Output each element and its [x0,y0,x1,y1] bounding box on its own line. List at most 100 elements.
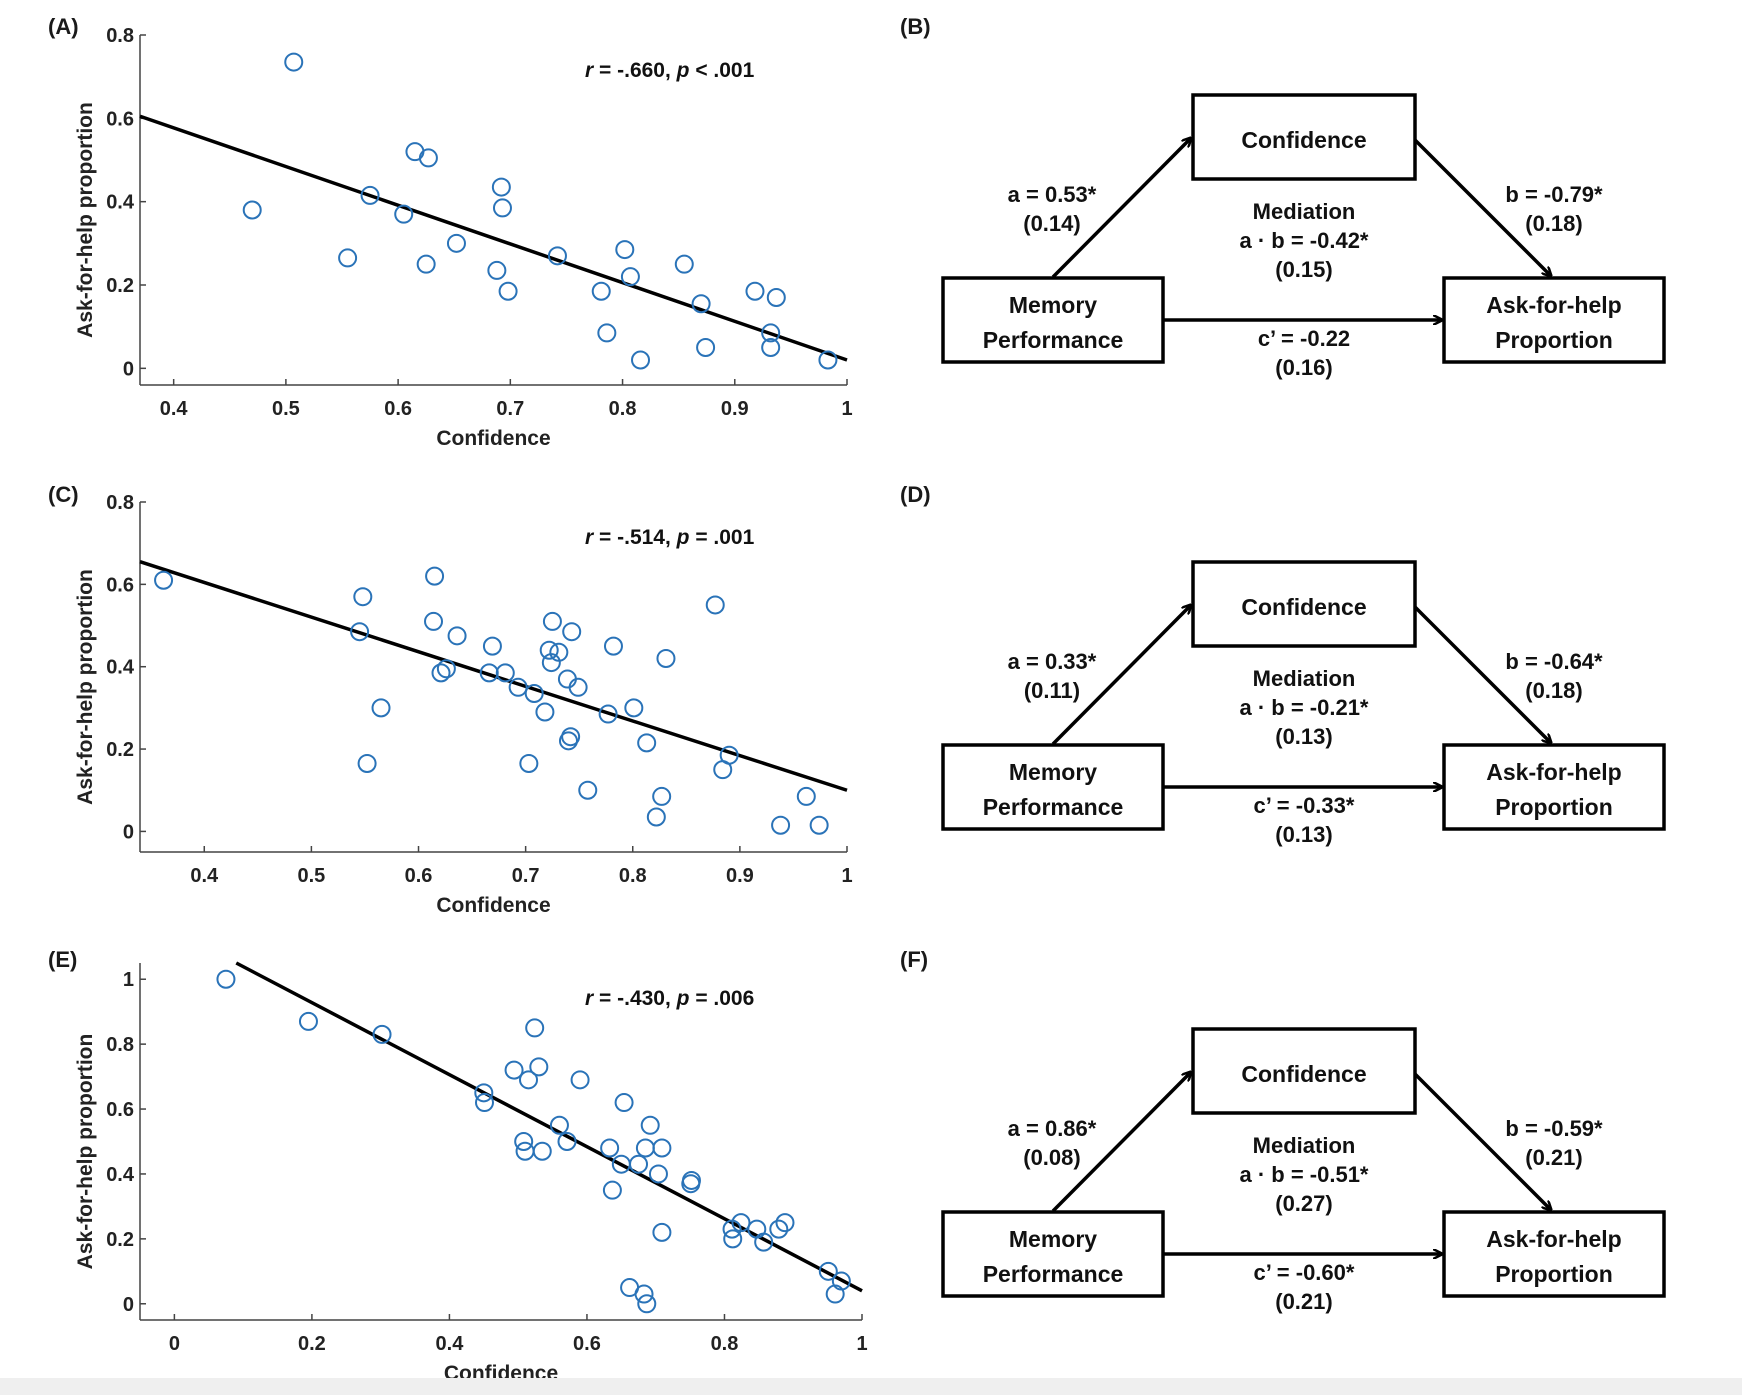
data-point [652,1138,672,1158]
data-point [298,1011,318,1031]
x-tick-label: 0.5 [272,398,300,420]
mediation-diagram-2: (F) Confidence Memory Performance Ask-for-he… [900,947,1666,1314]
x-tick-label: 0.5 [297,865,325,887]
scatter-panel-0: (A) 0.4 0.5 0.6 0.7 0.8 0.9 1 0 0.2 0.4 0.6 0.8 Confi… [48,14,853,450]
x-tick-label: 1 [856,1333,867,1355]
indirect-effect: a · b = -0.42* [1239,228,1368,253]
p-value: = .001 [689,526,754,549]
data-point [681,1170,701,1190]
regression-line [139,114,848,362]
data-point [561,727,581,747]
r-symbol: r [585,987,595,1010]
data-point [549,1115,569,1135]
b-standard-error: (0.21) [1525,1145,1582,1170]
data-point [542,611,562,631]
x-tick-label: 0.7 [496,398,524,420]
data-point [624,698,644,718]
data-point [635,1138,655,1158]
data-point [425,566,445,586]
c-prime-standard-error: (0.21) [1275,1289,1332,1314]
y-axis-label: Ask-for-help proportion [74,1034,97,1270]
c-prime-coefficient: c’ = -0.60* [1254,1260,1355,1285]
data-point [719,745,739,765]
regression-line [139,560,848,792]
panel-label: (E) [48,947,77,972]
outcome-label-line2: Proportion [1495,794,1613,820]
data-point [547,246,567,266]
data-point [394,204,414,224]
x-tick-label: 0.8 [619,865,647,887]
data-point [691,294,711,314]
regression-line [235,961,863,1293]
predictor-label-line1: Memory [1009,1226,1097,1252]
data-point [154,570,174,590]
data-point [284,52,304,72]
data-point [637,1294,657,1314]
mediator-box [1191,560,1417,648]
predictor-label-line2: Performance [983,1261,1124,1287]
x-tick-label: 0.2 [298,1333,326,1355]
outcome-label-line2: Proportion [1495,1261,1613,1287]
r-symbol: r [585,59,595,82]
c-prime-standard-error: (0.16) [1275,355,1332,380]
panel-label: (B) [900,14,931,39]
data-point [620,267,640,287]
data-point [766,288,786,307]
mediation-title: Mediation [1253,666,1356,691]
data-point [474,1083,494,1103]
correlation-annotation: r = -.430, p = .006 [585,987,754,1010]
y-tick-label: 0.8 [106,1034,134,1056]
scatter-panel-1: (C) 0.4 0.5 0.6 0.7 0.8 0.9 1 0 0.2 0.4 0.6 0.8 Confi… [48,482,853,917]
data-point [446,233,466,253]
y-axis-label: Ask-for-help proportion [74,102,97,338]
data-point [338,248,358,268]
data-point [557,1132,577,1151]
data-point [818,350,838,370]
outcome-box [1442,1210,1666,1298]
data-point [754,1232,774,1252]
x-tick-label: 0 [169,1333,180,1355]
predictor-label-line2: Performance [983,327,1124,353]
outcome-box [1442,276,1666,364]
p-symbol: p [676,526,690,549]
data-point [603,636,623,656]
predictor-label-line2: Performance [983,794,1124,820]
indirect-effect: a · b = -0.21* [1239,695,1368,720]
predictor-box [941,743,1165,831]
x-tick-label: 0.4 [160,398,189,420]
indirect-effect: a · b = -0.51* [1239,1162,1368,1187]
b-coefficient: b = -0.64* [1505,649,1603,674]
y-tick-label: 0.2 [106,275,134,297]
mediation-title: Mediation [1253,199,1356,224]
a-standard-error: (0.08) [1023,1145,1080,1170]
x-tick-label: 0.6 [384,398,412,420]
panel-label: (A) [48,14,79,39]
arrow-b [1413,1072,1551,1210]
predictor-box [941,1210,1165,1298]
mediation-title: Mediation [1253,1133,1356,1158]
a-coefficient: a = 0.53* [1008,182,1097,207]
data-point [600,1138,620,1158]
b-coefficient: b = -0.59* [1505,1116,1603,1141]
b-standard-error: (0.18) [1525,678,1582,703]
data-point [591,281,611,301]
arrow-b [1413,605,1551,743]
data-point [492,198,512,218]
y-tick-label: 0 [123,358,134,380]
x-tick-label: 0.4 [190,865,219,887]
data-point [602,1180,622,1200]
y-axis-label: Ask-for-help proportion [74,569,97,805]
data-point [640,1115,660,1135]
data-point [549,642,569,662]
data-point [761,338,781,357]
y-tick-label: 0.6 [106,574,134,596]
panel-label: (D) [900,482,931,507]
y-tick-label: 0.6 [106,108,134,130]
data-point [731,1213,751,1233]
data-point [487,260,507,280]
y-tick-label: 1 [123,969,134,991]
p-symbol: p [676,59,690,82]
data-point [216,969,236,989]
mediator-label: Confidence [1241,127,1366,153]
data-point [436,659,456,679]
